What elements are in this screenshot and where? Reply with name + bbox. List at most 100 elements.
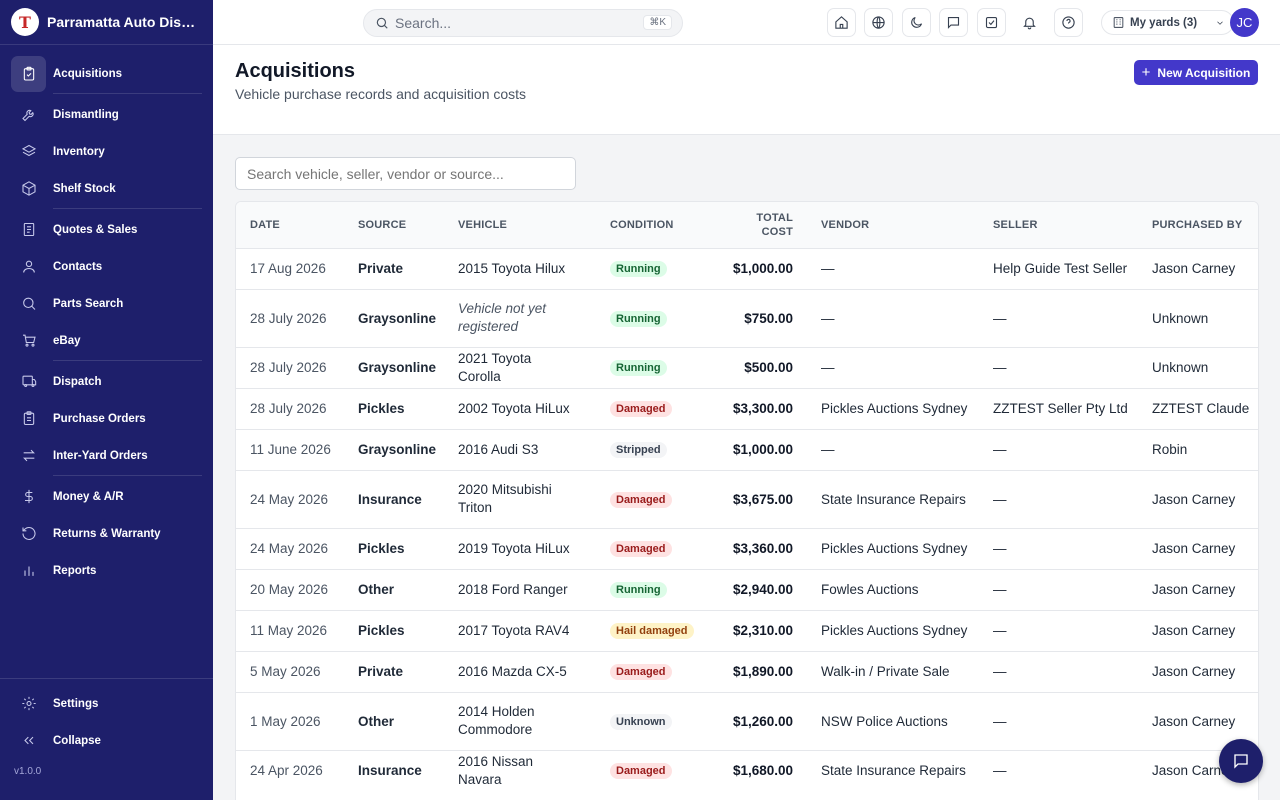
settings-label: Settings <box>53 697 99 710</box>
cell-source: Pickles <box>344 609 444 651</box>
sidebar-nav: Acquisitions Dismantling Inventory Shelf… <box>0 45 213 589</box>
help-circle-icon <box>1062 16 1075 29</box>
notifications-button[interactable] <box>1015 8 1044 37</box>
sidebar-item-label: Contacts <box>53 260 103 273</box>
cell-purchased-by: Jason Carney <box>1138 527 1258 569</box>
sidebar-collapse-button[interactable]: Collapse <box>0 722 213 759</box>
new-acquisition-button[interactable]: + New Acquisition <box>1134 60 1258 85</box>
cell-vendor: Walk-in / Private Sale <box>807 650 979 692</box>
cell-date: 17 Aug 2026 <box>236 247 344 289</box>
cell-purchased-by: Jason Carney <box>1138 650 1258 692</box>
column-header-seller[interactable]: Seller <box>993 218 1038 231</box>
sidebar-item-dispatch[interactable]: Dispatch <box>0 363 213 400</box>
cell-source: Pickles <box>344 527 444 569</box>
globe-button[interactable] <box>864 8 893 37</box>
cell-condition: Damaged <box>596 387 696 429</box>
table-row[interactable]: 28 July 2026 Graysonline 2021 Toyota Corol… <box>236 346 1258 388</box>
table-row[interactable]: 5 May 2026 Private 2016 Mazda CX-5 Damaged $… <box>236 650 1258 692</box>
cell-vendor: State Insurance Repairs <box>807 749 979 791</box>
sidebar-item-label: Inter-Yard Orders <box>53 449 148 462</box>
cell-vendor: — <box>807 288 979 347</box>
sidebar-item-label: Dismantling <box>53 108 119 121</box>
home-button[interactable] <box>827 8 856 37</box>
table-row[interactable]: 24 May 2026 Insurance 2020 Mitsubishi Trit… <box>236 469 1258 528</box>
column-header-total-cost[interactable]: Total Cost <box>696 202 807 248</box>
table-row[interactable]: 28 July 2026 Pickles 2002 Toyota HiLux Dama… <box>236 387 1258 429</box>
sidebar-item-ebay[interactable]: eBay <box>0 322 213 359</box>
table-row[interactable]: 11 May 2026 Pickles 2017 Toyota RAV4 Hail d… <box>236 609 1258 651</box>
cell-condition: Hail damaged <box>596 609 696 651</box>
cell-seller: — <box>979 469 1138 528</box>
cell-condition: Damaged <box>596 469 696 528</box>
acquisitions-search-input[interactable] <box>235 157 576 190</box>
sidebar-item-label: Inventory <box>53 145 105 158</box>
cell-vendor: Pickles Auctions Sydney <box>807 387 979 429</box>
sidebar-item-reports[interactable]: Reports <box>0 552 213 589</box>
column-header-vendor[interactable]: Vendor <box>821 218 870 231</box>
sidebar-item-returns-warranty[interactable]: Returns & Warranty <box>0 515 213 552</box>
check-square-icon <box>985 16 998 29</box>
cell-condition: Unknown <box>596 691 696 750</box>
topbar: Search... ⌘K My yards (3) JC <box>213 0 1280 45</box>
table-row[interactable]: 1 May 2026 Other 2014 Holden Commodore Unkn… <box>236 691 1258 750</box>
table-body: 17 Aug 2026 Private 2015 Toyota Hilux Runni… <box>236 247 1258 791</box>
sidebar-item-quotes-sales[interactable]: Quotes & Sales <box>0 211 213 248</box>
cell-vendor: NSW Police Auctions <box>807 691 979 750</box>
column-header-purchased-by[interactable]: Purchased By <box>1152 218 1243 231</box>
brand-name: Parramatta Auto Dismantlers <box>47 14 207 30</box>
sidebar-item-label: Acquisitions <box>53 68 123 80</box>
help-button[interactable] <box>1054 8 1083 37</box>
clipboard-list-icon <box>20 410 37 427</box>
condition-badge: Running <box>610 582 667 598</box>
condition-badge: Running <box>610 360 667 376</box>
cell-purchased-by: Jason Carney <box>1138 568 1258 610</box>
theme-toggle-button[interactable] <box>902 8 931 37</box>
cell-total-cost: $500.00 <box>696 346 807 388</box>
sidebar-item-purchase-orders[interactable]: Purchase Orders <box>0 400 213 437</box>
column-header-vehicle[interactable]: Vehicle <box>458 218 508 231</box>
table-row[interactable]: 20 May 2026 Other 2018 Ford Ranger Running $… <box>236 568 1258 610</box>
chat-button[interactable] <box>1219 739 1263 783</box>
yards-selector[interactable]: My yards (3) <box>1101 10 1234 35</box>
column-header-total-cost-label: Total Cost <box>756 211 793 238</box>
global-search-input[interactable]: Search... ⌘K <box>363 9 683 37</box>
brand[interactable]: T Parramatta Auto Dismantlers <box>0 0 213 45</box>
column-header-condition[interactable]: Condition <box>610 218 674 231</box>
cell-seller: — <box>979 749 1138 791</box>
acquisitions-table: Date Source Vehicle Condition Total Cost… <box>235 201 1259 800</box>
clipboard-icon <box>11 56 46 92</box>
cell-date: 24 Apr 2026 <box>236 749 344 791</box>
column-header-source[interactable]: Source <box>358 218 407 231</box>
sidebar-item-money-ar[interactable]: Money & A/R <box>0 478 213 515</box>
table-header-row: Date Source Vehicle Condition Total Cost… <box>236 202 1258 248</box>
cell-vendor: Pickles Auctions Sydney <box>807 527 979 569</box>
sidebar-item-shelf-stock[interactable]: Shelf Stock <box>0 170 213 207</box>
table-row[interactable]: 11 June 2026 Graysonline 2016 Audi S3 Strip… <box>236 428 1258 470</box>
cell-source: Graysonline <box>344 288 444 347</box>
table-row[interactable]: 28 July 2026 Graysonline Vehicle not yet r… <box>236 288 1258 347</box>
tasks-button[interactable] <box>977 8 1006 37</box>
cell-total-cost: $3,360.00 <box>696 527 807 569</box>
table-row[interactable]: 17 Aug 2026 Private 2015 Toyota Hilux Runni… <box>236 247 1258 289</box>
bell-icon <box>1023 17 1036 30</box>
sidebar-item-settings[interactable]: Settings <box>0 685 213 722</box>
sidebar-item-parts-search[interactable]: Parts Search <box>0 285 213 322</box>
cell-condition: Damaged <box>596 749 696 791</box>
table-row[interactable]: 24 May 2026 Pickles 2019 Toyota HiLux Damag… <box>236 527 1258 569</box>
sidebar-item-dismantling[interactable]: Dismantling <box>0 96 213 133</box>
cell-seller: — <box>979 568 1138 610</box>
sidebar-item-inventory[interactable]: Inventory <box>0 133 213 170</box>
messages-button[interactable] <box>939 8 968 37</box>
condition-badge: Damaged <box>610 541 672 557</box>
sidebar-item-inter-yard-orders[interactable]: Inter-Yard Orders <box>0 437 213 474</box>
column-header-date[interactable]: Date <box>250 218 280 231</box>
sidebar-item-contacts[interactable]: Contacts <box>0 248 213 285</box>
user-avatar[interactable]: JC <box>1230 8 1259 37</box>
globe-icon <box>872 16 885 29</box>
condition-badge: Damaged <box>610 763 672 780</box>
brand-logo: T <box>11 8 39 36</box>
cell-total-cost: $3,675.00 <box>696 469 807 528</box>
sidebar-item-acquisitions[interactable]: Acquisitions <box>0 56 213 92</box>
table-row[interactable]: 24 Apr 2026 Insurance 2016 Nissan Navara Da… <box>236 749 1258 791</box>
cell-source: Graysonline <box>344 346 444 388</box>
